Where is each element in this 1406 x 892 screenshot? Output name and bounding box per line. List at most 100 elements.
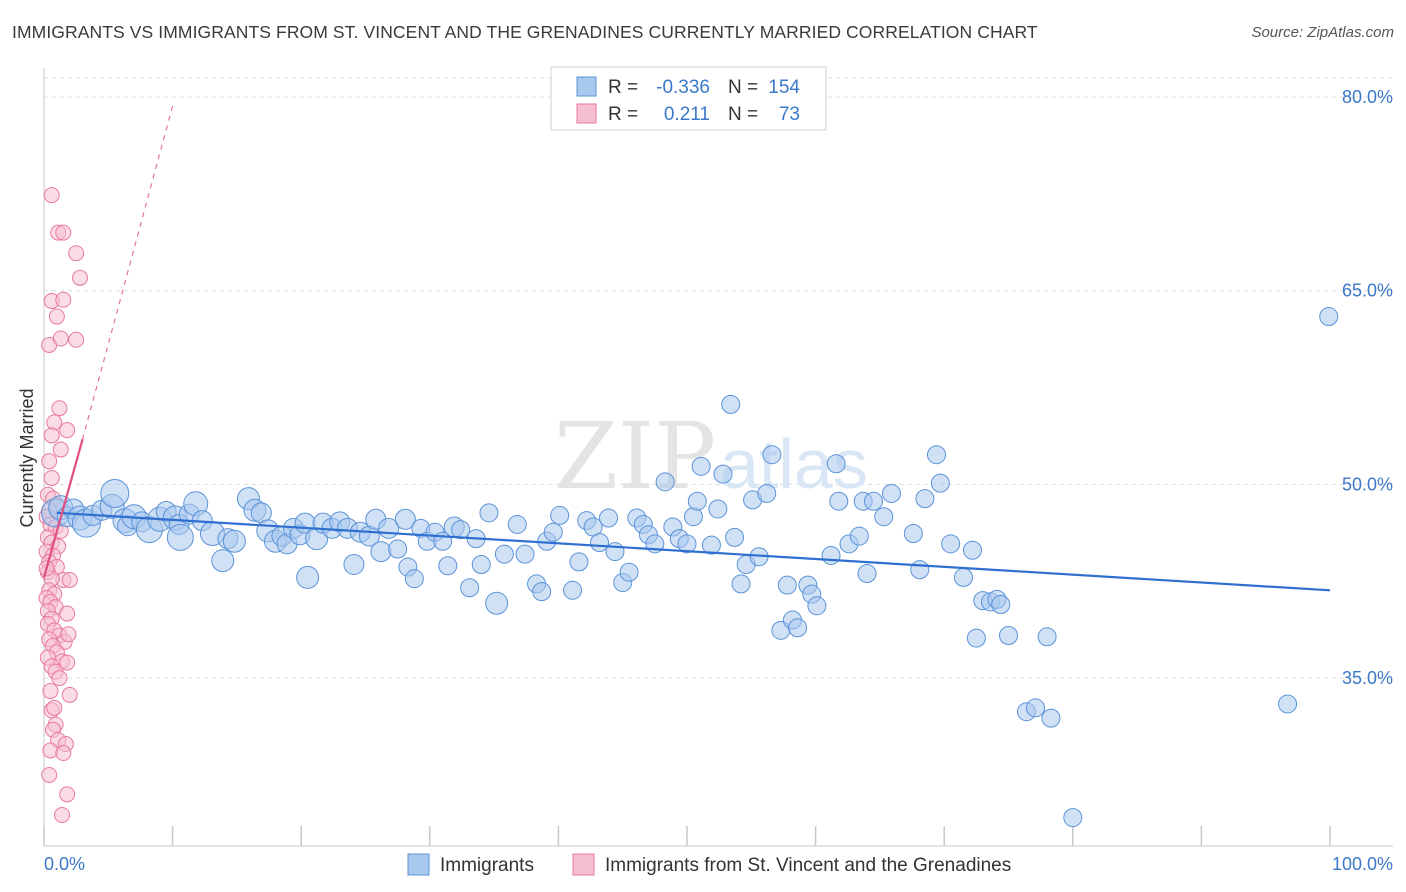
immigrants-point bbox=[874, 507, 894, 527]
svg-point bbox=[46, 699, 63, 716]
svg-point bbox=[55, 291, 72, 308]
immigrants-point bbox=[821, 545, 841, 565]
immigrants-point bbox=[731, 574, 751, 594]
bottom-legend-immigrants: Immigrants bbox=[440, 855, 534, 876]
svg-point bbox=[48, 308, 65, 325]
immigrants-point bbox=[721, 394, 741, 414]
immigrants-point bbox=[479, 503, 499, 523]
immigrants-point bbox=[507, 514, 527, 534]
immigrants-point bbox=[826, 454, 846, 474]
x-tick-labels: 0.0% 100.0% bbox=[44, 854, 1393, 874]
svg-point bbox=[41, 453, 58, 470]
svg-point bbox=[60, 626, 77, 643]
immigrants-point bbox=[619, 562, 639, 582]
immigrants-point bbox=[677, 534, 697, 554]
immigrants-point bbox=[655, 472, 675, 492]
immigrants-point bbox=[404, 569, 424, 589]
y-tick-label: 65.0% bbox=[1342, 281, 1393, 301]
immigrants-point bbox=[569, 552, 589, 572]
immigrants-point bbox=[1063, 808, 1083, 828]
svg-point bbox=[42, 683, 59, 700]
y-tick-label: 50.0% bbox=[1342, 474, 1393, 494]
immigrants-trend-line bbox=[56, 511, 1331, 592]
immigrants-point bbox=[1278, 694, 1298, 714]
svg-trend-line bbox=[42, 438, 84, 578]
legend-swatch-blue bbox=[576, 76, 597, 97]
immigrants-point bbox=[543, 522, 563, 542]
legend-r-value-2: 0.211 bbox=[664, 104, 710, 125]
legend: R = -0.336 N = 154 R = 0.211 N = 73 bbox=[550, 66, 827, 131]
immigrants-point bbox=[757, 483, 777, 503]
svg-point bbox=[59, 605, 76, 622]
watermark: ZIP atlas bbox=[554, 403, 868, 510]
legend-r-label-2: R = bbox=[608, 104, 638, 125]
immigrants-point bbox=[863, 491, 883, 511]
immigrants-point bbox=[713, 464, 733, 484]
y-axis-label: Currently Married bbox=[17, 388, 37, 527]
immigrants-point bbox=[941, 534, 961, 554]
svg-point bbox=[52, 330, 69, 347]
immigrants-point bbox=[915, 489, 935, 509]
legend-n-value-2: 73 bbox=[779, 104, 800, 125]
x-tick-label: 0.0% bbox=[44, 854, 85, 874]
immigrants-point bbox=[451, 520, 471, 540]
legend-box bbox=[550, 66, 827, 131]
svg-point bbox=[72, 269, 89, 286]
immigrants-point bbox=[701, 535, 721, 555]
legend-r-label-1: R = bbox=[608, 77, 638, 98]
svg-point bbox=[41, 766, 58, 783]
svg-point bbox=[59, 654, 76, 671]
immigrants-point bbox=[532, 582, 552, 602]
immigrants-point bbox=[388, 539, 408, 559]
legend-n-value-1: 154 bbox=[768, 77, 800, 98]
immigrants-point bbox=[777, 575, 797, 595]
y-tick-label: 35.0% bbox=[1342, 668, 1393, 688]
immigrants-point bbox=[605, 542, 625, 562]
svg-point bbox=[43, 427, 60, 444]
immigrants-point bbox=[563, 580, 583, 600]
immigrants-point bbox=[807, 596, 827, 616]
svg-point bbox=[59, 786, 76, 803]
svg-point bbox=[68, 245, 85, 262]
series-immigrants bbox=[41, 307, 1339, 828]
immigrants-point bbox=[394, 508, 416, 530]
svg-point bbox=[55, 224, 72, 241]
legend-n-label-2: N = bbox=[728, 104, 758, 125]
svg-point bbox=[51, 400, 68, 417]
immigrants-point bbox=[691, 456, 711, 476]
trend-lines bbox=[42, 105, 1331, 592]
immigrants-point bbox=[494, 544, 514, 564]
immigrants-point bbox=[471, 554, 491, 574]
immigrants-point bbox=[211, 549, 235, 573]
immigrants-point bbox=[687, 491, 707, 511]
legend-r-value-1: -0.336 bbox=[656, 77, 710, 98]
immigrants-point bbox=[515, 544, 535, 564]
y-tick-labels: 35.0% 50.0% 65.0% 80.0% bbox=[1342, 87, 1393, 688]
grid-lines bbox=[44, 77, 1393, 679]
x-tick-label: 100.0% bbox=[1332, 854, 1393, 874]
immigrants-point bbox=[999, 626, 1018, 646]
svg-point bbox=[46, 414, 63, 431]
immigrants-point bbox=[343, 553, 365, 575]
immigrants-point bbox=[1319, 307, 1339, 327]
source-label: Source: ZipAtlas.com bbox=[1251, 24, 1394, 41]
svg-point bbox=[55, 745, 72, 762]
chart-title: IMMIGRANTS VS IMMIGRANTS FROM ST. VINCEN… bbox=[12, 22, 1038, 42]
legend-swatch-pink bbox=[576, 103, 597, 124]
immigrants-point bbox=[599, 508, 619, 528]
immigrants-point bbox=[550, 505, 570, 525]
bottom-legend: Immigrants Immigrants from St. Vincent a… bbox=[407, 853, 1011, 876]
watermark-zip: ZIP bbox=[554, 403, 716, 510]
immigrants-point bbox=[966, 628, 986, 648]
y-tick-label: 80.0% bbox=[1342, 87, 1393, 107]
immigrants-point bbox=[857, 564, 877, 584]
immigrants-point bbox=[296, 565, 320, 589]
immigrants-point bbox=[849, 526, 869, 546]
immigrants-point bbox=[222, 529, 246, 553]
svg-point bbox=[59, 422, 76, 439]
immigrants-point bbox=[762, 445, 782, 465]
immigrants-point bbox=[590, 533, 610, 553]
svg-trend-line-extension bbox=[82, 105, 174, 440]
bottom-legend-swatch-blue bbox=[407, 853, 430, 876]
